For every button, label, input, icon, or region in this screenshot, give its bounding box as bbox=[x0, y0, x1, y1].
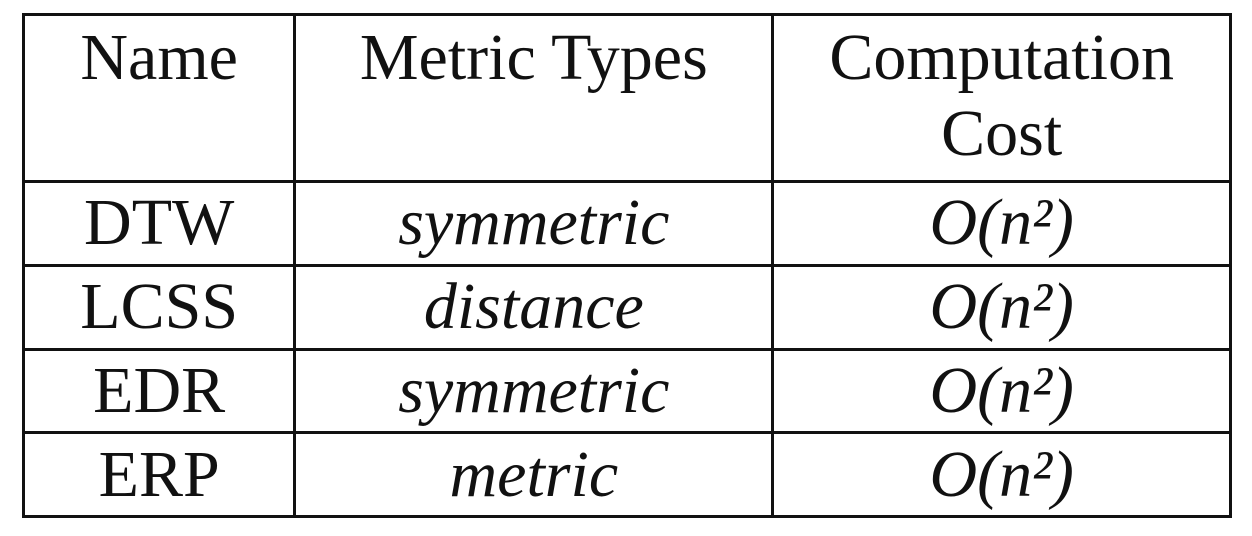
name-cell: EDR bbox=[21, 347, 297, 435]
cost-cell: O(n²) bbox=[771, 347, 1232, 435]
table-row: LCSS distance O(n²) bbox=[21, 263, 1232, 351]
cost-cell: O(n²) bbox=[771, 431, 1232, 518]
header-cell: Metric Types bbox=[293, 13, 775, 183]
metric-type-cell: symmetric bbox=[293, 180, 775, 267]
name-cell: ERP bbox=[21, 431, 297, 518]
table-body: DTW symmetric O(n²) LCSS distance O(n²) EDR sym… bbox=[21, 180, 1232, 518]
cost-cell: O(n²) bbox=[771, 263, 1232, 351]
metric-type-cell: distance bbox=[293, 263, 775, 351]
table-header: Name Metric Types Computation Cost bbox=[21, 13, 1232, 183]
name-cell: LCSS bbox=[21, 263, 297, 351]
cost-cell: O(n²) bbox=[771, 180, 1232, 267]
name-cell: DTW bbox=[21, 180, 297, 267]
metric-type-cell: symmetric bbox=[293, 347, 775, 435]
header-cell: Computation Cost bbox=[771, 13, 1232, 183]
table-row: DTW symmetric O(n²) bbox=[21, 180, 1232, 267]
metric-type-cell: metric bbox=[293, 431, 775, 518]
metrics-table: Name Metric Types Computation Cost DTW sy… bbox=[21, 13, 1232, 518]
header-cell: Name bbox=[21, 13, 297, 183]
table-row: ERP metric O(n²) bbox=[21, 431, 1232, 518]
header-row: Name Metric Types Computation Cost bbox=[21, 13, 1232, 183]
table-row: EDR symmetric O(n²) bbox=[21, 347, 1232, 435]
